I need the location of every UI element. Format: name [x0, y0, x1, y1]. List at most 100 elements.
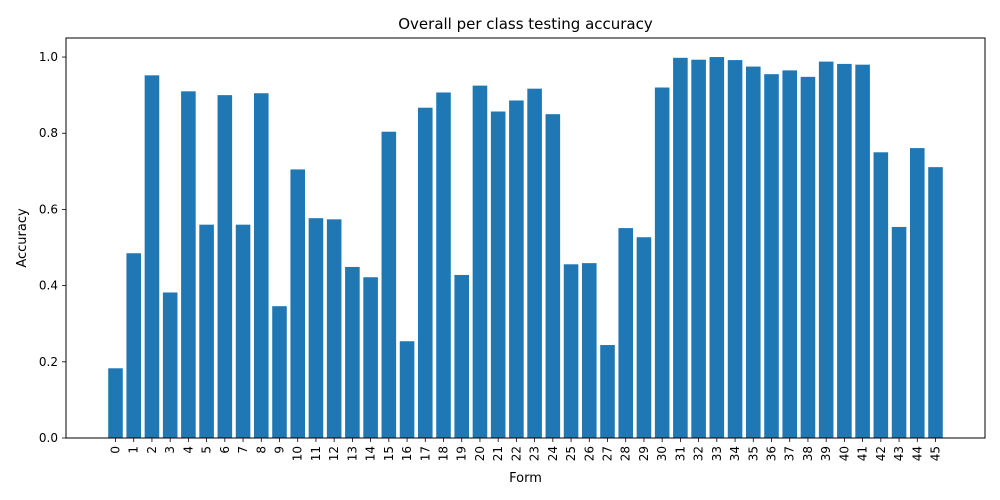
- bar-32: [691, 59, 706, 439]
- bar-5: [199, 224, 214, 438]
- x-tick-label: 33: [710, 446, 724, 461]
- x-tick-label: 5: [200, 446, 214, 454]
- bar-18: [436, 92, 451, 438]
- x-tick-label: 40: [837, 446, 851, 461]
- bar-0: [108, 368, 123, 438]
- y-tick-label: 0.4: [39, 279, 58, 293]
- bar-12: [326, 219, 342, 438]
- x-tick-label: 21: [491, 446, 505, 461]
- bar-4: [181, 91, 196, 438]
- x-tick-label: 18: [437, 446, 451, 461]
- x-tick-label: 43: [892, 446, 906, 461]
- x-tick-label: 8: [254, 446, 268, 454]
- bar-24: [545, 114, 561, 438]
- x-tick-label: 22: [509, 446, 523, 461]
- bar-35: [745, 66, 761, 438]
- bar-22: [509, 100, 524, 438]
- x-tick-label: 38: [801, 446, 815, 461]
- x-tick-label: 32: [692, 446, 706, 461]
- x-tick-label: 16: [400, 446, 414, 461]
- bar-20: [472, 85, 488, 439]
- bar-38: [800, 76, 816, 439]
- x-tick-label: 12: [327, 446, 341, 461]
- bar-13: [345, 266, 360, 438]
- x-tick-label: 17: [418, 446, 432, 461]
- x-tick-label: 35: [746, 446, 760, 461]
- x-tick-label: 1: [127, 446, 141, 454]
- y-tick-label: 0.6: [39, 202, 58, 216]
- x-tick-label: 10: [291, 446, 305, 461]
- bar-34: [727, 60, 743, 438]
- x-tick-label: 3: [163, 446, 177, 454]
- bar-10: [290, 169, 306, 438]
- x-tick-label: 36: [765, 446, 779, 461]
- x-tick-label: 41: [856, 446, 870, 461]
- bar-8: [253, 93, 269, 439]
- x-tick-label: 23: [528, 446, 542, 461]
- x-tick-label: 24: [546, 446, 560, 461]
- y-tick-label: 0.2: [39, 355, 58, 369]
- x-tick-label: 4: [181, 446, 195, 454]
- bar-30: [654, 87, 670, 439]
- bar-26: [581, 263, 597, 438]
- x-tick-label: 34: [728, 446, 742, 461]
- bar-45: [928, 167, 943, 438]
- x-tick-label: 11: [309, 446, 323, 461]
- bar-2: [144, 75, 160, 438]
- x-tick-label: 15: [382, 446, 396, 461]
- x-tick-label: 45: [929, 446, 943, 461]
- bar-36: [764, 74, 779, 438]
- y-axis: 0.0 0.2 0.4 0.6 0.8 1.0: [39, 50, 66, 445]
- bar-3: [162, 292, 178, 438]
- bar-27: [600, 345, 615, 438]
- bar-40: [837, 63, 852, 439]
- bar-42: [873, 152, 889, 439]
- x-tick-label: 29: [637, 446, 651, 461]
- bar-41: [855, 64, 870, 439]
- bar-16: [399, 341, 415, 438]
- x-axis: 0 1 2 3 4 5 6 7 8 9 10 11 12 13 14 15 16 17 18 19 20 21 22 23 24…: [109, 438, 943, 461]
- x-tick-label: 19: [455, 446, 469, 461]
- x-tick-label: 27: [601, 446, 615, 461]
- x-tick-label: 20: [473, 446, 487, 461]
- bar-9: [272, 306, 287, 438]
- bar-25: [563, 264, 579, 438]
- y-tick-label: 1.0: [39, 50, 58, 64]
- bar-39: [818, 61, 834, 439]
- x-tick-label: 28: [619, 446, 633, 461]
- x-tick-label: 39: [819, 446, 833, 461]
- y-tick-label: 0.8: [39, 126, 58, 140]
- bar-15: [381, 131, 397, 438]
- x-tick-label: 13: [345, 446, 359, 461]
- x-tick-label: 42: [874, 446, 888, 461]
- x-tick-label: 0: [109, 446, 123, 454]
- bar-31: [673, 57, 688, 439]
- bar-17: [417, 107, 433, 439]
- x-tick-label: 6: [218, 446, 232, 454]
- x-tick-label: 44: [910, 446, 924, 461]
- bar-43: [891, 226, 907, 438]
- x-tick-label: 37: [783, 446, 797, 461]
- x-tick-label: 2: [145, 446, 159, 454]
- x-tick-label: 26: [582, 446, 596, 461]
- x-tick-label: 30: [655, 446, 669, 461]
- y-tick-label: 0.0: [39, 431, 58, 445]
- bar-37: [782, 70, 798, 438]
- bar-7: [235, 224, 251, 438]
- x-tick-label: 9: [273, 446, 287, 454]
- bar-28: [618, 228, 634, 438]
- bar-11: [308, 218, 324, 438]
- bar-21: [490, 111, 506, 439]
- x-tick-label: 25: [564, 446, 578, 461]
- bar-33: [709, 57, 725, 439]
- bar-1: [126, 253, 142, 438]
- x-tick-label: 14: [364, 446, 378, 461]
- bar-44: [909, 148, 925, 438]
- chart-title: Overall per class testing accuracy: [398, 15, 653, 33]
- x-tick-label: 31: [673, 446, 687, 461]
- bar-14: [363, 277, 378, 438]
- y-axis-label: Accuracy: [15, 208, 30, 268]
- bar-19: [454, 274, 470, 438]
- plot-frame: [65, 37, 986, 439]
